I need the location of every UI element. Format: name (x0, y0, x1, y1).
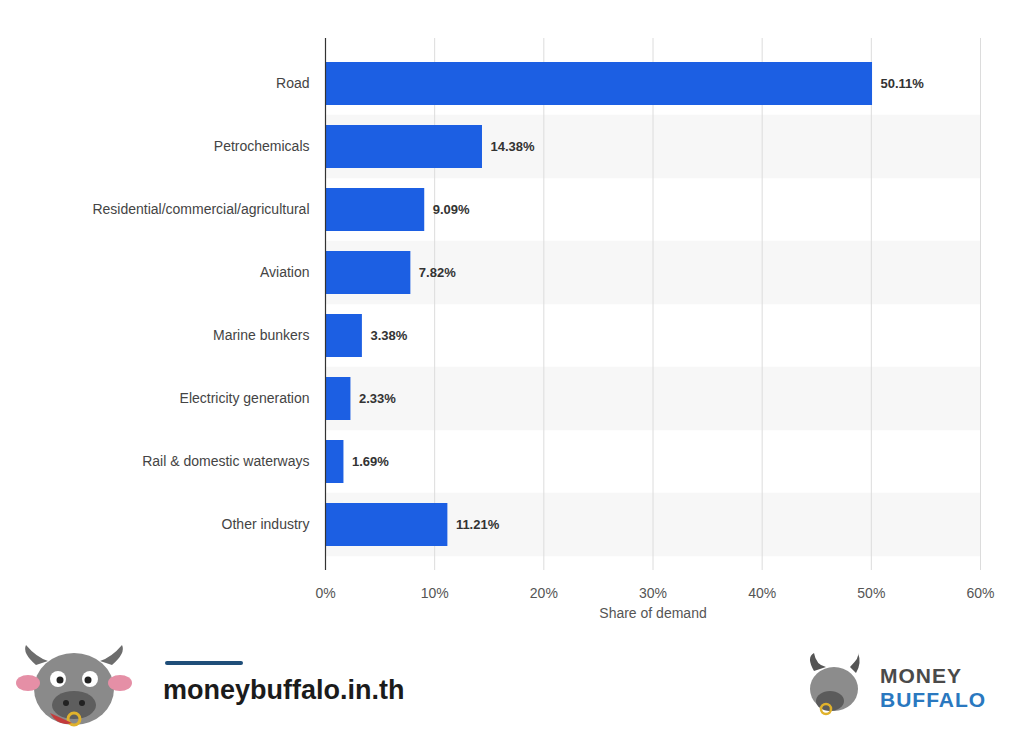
svg-text:2.33%: 2.33% (359, 391, 396, 406)
svg-text:60%: 60% (966, 585, 994, 601)
svg-text:11.21%: 11.21% (456, 517, 500, 532)
html-text:MONEY: MONEY (880, 664, 962, 687)
svg-text:9.09%: 9.09% (433, 202, 470, 217)
svg-text:Residential/commercial/agricul: Residential/commercial/agricultural (92, 201, 309, 217)
svg-text:3.38%: 3.38% (370, 328, 407, 343)
svg-text:Marine bunkers: Marine bunkers (213, 327, 310, 343)
svg-text:Petrochemicals: Petrochemicals (214, 138, 310, 154)
html-text:BUFFALO: BUFFALO (880, 688, 987, 711)
svg-text:7.82%: 7.82% (419, 265, 456, 280)
svg-text:40%: 40% (748, 585, 776, 601)
svg-text:Aviation: Aviation (260, 264, 310, 280)
svg-text:Other industry: Other industry (222, 516, 310, 532)
svg-text:14.38%: 14.38% (490, 139, 535, 154)
svg-text:10%: 10% (421, 585, 449, 601)
svg-text:50%: 50% (857, 585, 885, 601)
html-text:moneybuffalo.in.th: moneybuffalo.in.th (163, 675, 405, 705)
svg-text:Rail & domestic waterways: Rail & domestic waterways (142, 453, 309, 469)
svg-text:Road: Road (276, 75, 309, 91)
svg-text:Electricity generation: Electricity generation (180, 390, 310, 406)
svg-text:Share of demand: Share of demand (599, 605, 706, 621)
svg-text:30%: 30% (639, 585, 667, 601)
svg-text:50.11%: 50.11% (881, 76, 925, 91)
svg-text:0%: 0% (315, 585, 335, 601)
svg-text:1.69%: 1.69% (352, 454, 389, 469)
svg-text:20%: 20% (530, 585, 558, 601)
